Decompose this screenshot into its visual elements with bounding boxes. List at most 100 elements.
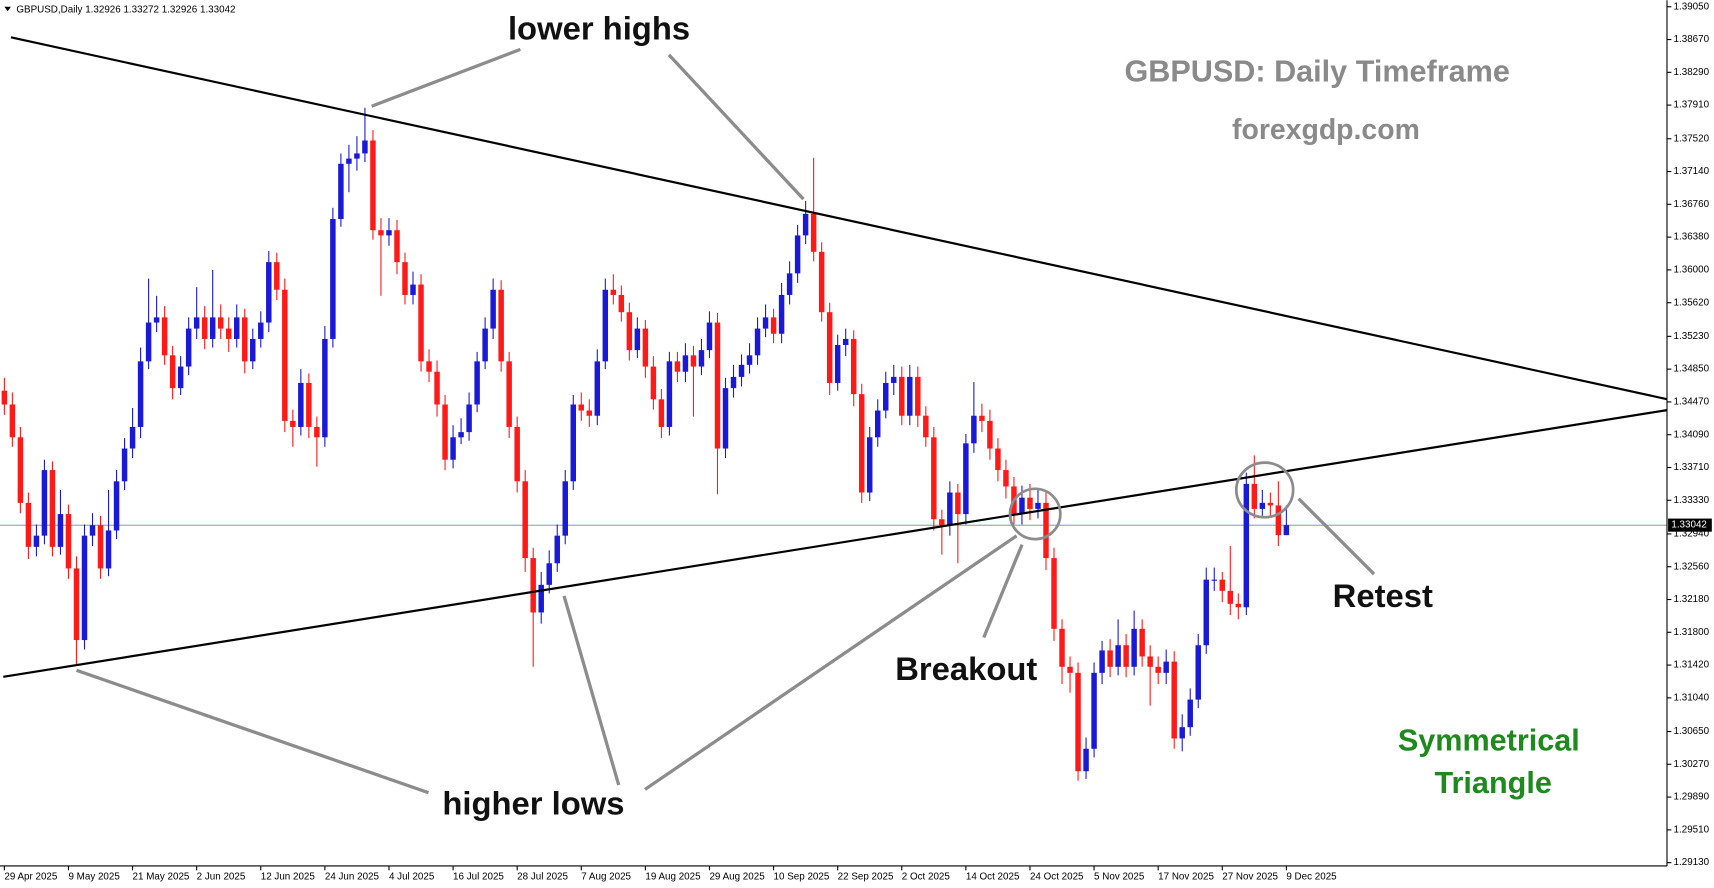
candle-body: [266, 262, 272, 323]
candle-body: [634, 328, 641, 351]
candle-body: [802, 213, 809, 236]
candle-body: [9, 404, 16, 438]
y-tick-label: 1.35230: [1674, 331, 1710, 342]
candle-body: [65, 514, 72, 569]
candle-body: [1147, 656, 1153, 667]
candle-body: [1267, 502, 1274, 506]
candle-body: [554, 535, 560, 564]
candle-body: [546, 563, 552, 585]
x-tick-label: 21 May 2025: [133, 871, 190, 882]
candle-body: [730, 376, 737, 389]
y-tick-label: 1.37520: [1674, 133, 1710, 144]
last-price-box: [1668, 518, 1712, 532]
candle-body: [370, 140, 376, 231]
candle-body: [899, 376, 905, 416]
candle-body: [73, 568, 80, 641]
menu-icon: [4, 6, 11, 12]
candle-body: [217, 317, 224, 329]
candle-body: [939, 519, 945, 526]
candle-body: [1067, 666, 1073, 673]
candle-body: [434, 371, 440, 405]
candle-body: [963, 443, 969, 515]
candle-body: [346, 158, 352, 164]
candle-body: [602, 289, 609, 362]
y-tick-label: 1.37140: [1674, 166, 1710, 177]
candle-body: [57, 514, 64, 547]
candle-body: [17, 437, 24, 503]
x-tick-label: 4 Jul 2025: [389, 871, 435, 882]
candle-body: [258, 322, 264, 339]
x-tick-label: 24 Oct 2025: [1030, 871, 1084, 882]
arrow: [1297, 497, 1376, 576]
candle-body: [578, 404, 585, 411]
x-tick-label: 29 Aug 2025: [709, 871, 765, 882]
candle-body: [810, 213, 817, 252]
candle-body: [442, 404, 448, 460]
x-tick-label: 22 Sep 2025: [838, 871, 894, 882]
candle-body: [915, 376, 921, 416]
candle-body: [1227, 590, 1234, 604]
y-tick-label: 1.36000: [1674, 265, 1710, 276]
candle-body: [794, 235, 801, 274]
candles: [1, 107, 1290, 781]
candle-body: [1251, 483, 1258, 509]
candle-body: [242, 317, 248, 362]
candle-body: [1243, 483, 1250, 608]
pattern-label: Symmetrical: [1398, 723, 1580, 757]
x-tick-label: 2 Oct 2025: [902, 871, 951, 882]
candle-body: [786, 273, 793, 295]
candle-body: [338, 163, 344, 220]
candle-body: [1171, 661, 1177, 739]
candle-body: [1235, 603, 1242, 608]
candle-body: [354, 153, 360, 159]
arrow: [562, 595, 621, 786]
candle-body: [410, 284, 416, 295]
candle-body: [690, 355, 697, 367]
candle-body: [418, 284, 424, 362]
candle-body: [971, 415, 977, 444]
candle-body: [1003, 470, 1009, 487]
y-tick-label: 1.36760: [1674, 199, 1710, 210]
candle-body: [394, 230, 400, 263]
candle-body: [402, 262, 408, 295]
candle-body: [506, 361, 512, 427]
candle-body: [586, 410, 593, 416]
y-tick-label: 1.38670: [1674, 34, 1710, 45]
candle-body: [1115, 645, 1121, 667]
candle-body: [1275, 505, 1282, 536]
y-tick-label: 1.37910: [1674, 100, 1710, 111]
y-tick-label: 1.34850: [1674, 364, 1710, 375]
x-tick-label: 10 Sep 2025: [774, 871, 830, 882]
arrow: [667, 53, 805, 201]
candle-body: [594, 361, 601, 416]
x-tick-label: 24 Jun 2025: [325, 871, 380, 882]
candle-body: [626, 312, 633, 351]
y-tick-label: 1.29130: [1674, 857, 1710, 868]
candle-body: [89, 525, 96, 536]
candle-body: [666, 361, 673, 427]
candle-body: [995, 448, 1001, 471]
candle-body: [642, 328, 649, 367]
x-tick-label: 14 Oct 2025: [966, 871, 1020, 882]
x-tick-label: 5 Nov 2025: [1094, 871, 1145, 882]
candle-body: [826, 312, 833, 383]
y-tick-label: 1.34090: [1674, 429, 1710, 440]
candle-body: [955, 492, 961, 515]
candle-body: [714, 322, 721, 449]
chart-title: GBPUSD: Daily Timeframe: [1125, 55, 1510, 89]
candle-body: [362, 140, 368, 154]
candle-body: [850, 338, 857, 395]
candle-body: [378, 230, 384, 236]
candle-body: [1019, 497, 1025, 515]
y-tick-label: 1.31040: [1674, 692, 1710, 703]
candle-body: [618, 294, 625, 313]
candle-body: [201, 317, 208, 339]
candle-body: [907, 376, 913, 416]
candle-body: [209, 317, 216, 339]
candle-body: [426, 361, 432, 372]
candle-body: [738, 364, 745, 377]
candle-body: [1155, 666, 1161, 673]
candle-body: [450, 437, 456, 460]
candle-body: [474, 361, 480, 405]
